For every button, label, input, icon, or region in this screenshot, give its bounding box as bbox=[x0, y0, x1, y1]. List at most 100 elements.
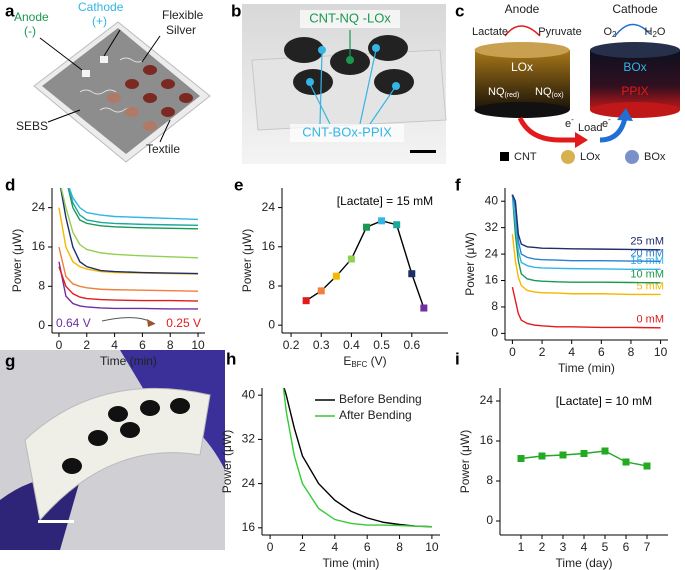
label: H2O bbox=[645, 26, 666, 39]
annotation: [Lactate] = 15 mM bbox=[337, 194, 433, 208]
x-tick-label: 0.6 bbox=[403, 338, 420, 352]
series-label: 10 mM bbox=[630, 269, 664, 281]
pointer-lines bbox=[309, 49, 397, 125]
line bbox=[511, 194, 661, 284]
y-tick-label: 0 bbox=[268, 317, 275, 331]
y-tick-label: 0 bbox=[486, 513, 493, 527]
panel-letter: h bbox=[226, 349, 236, 368]
anode-pad bbox=[82, 70, 90, 77]
pointer-lines bbox=[39, 29, 171, 143]
label: Pyruvate bbox=[538, 26, 581, 38]
label-part: NQ bbox=[488, 86, 505, 98]
x-axis-label: Time (day) bbox=[556, 556, 613, 570]
x-axis-label: Time (min) bbox=[100, 354, 157, 368]
label: SEBS bbox=[16, 119, 48, 133]
dots bbox=[306, 44, 400, 90]
marker bbox=[302, 297, 310, 305]
label: Silver bbox=[166, 23, 196, 37]
line bbox=[58, 246, 199, 292]
electrodes bbox=[62, 398, 190, 474]
label: LOx bbox=[511, 60, 533, 74]
line bbox=[58, 261, 199, 310]
marker bbox=[643, 462, 651, 470]
legend-swatch bbox=[625, 150, 639, 164]
marker bbox=[559, 451, 567, 459]
label: (+) bbox=[92, 14, 107, 28]
cylinder-top bbox=[590, 42, 680, 58]
line bbox=[67, 188, 199, 227]
y-tick-label: 24 bbox=[32, 200, 46, 214]
y-tick-label: 8 bbox=[38, 278, 45, 292]
label-part: E bbox=[343, 354, 351, 368]
x-tick-label: 4 bbox=[581, 540, 588, 554]
x-tick-label: 0 bbox=[509, 345, 516, 359]
x-axis-label: Time (min) bbox=[323, 556, 380, 570]
label: (-) bbox=[24, 24, 36, 38]
label: Lactate bbox=[472, 26, 508, 38]
x-tick-label: 8 bbox=[167, 338, 174, 352]
x-tick-label: 2 bbox=[539, 540, 546, 554]
dot bbox=[346, 56, 354, 64]
label-part: H bbox=[645, 26, 653, 38]
y-axis-label: Power (μW) bbox=[463, 232, 477, 296]
electrodes bbox=[284, 35, 414, 95]
annotation: 0.25 V bbox=[166, 316, 201, 330]
legend-label: BOx bbox=[644, 151, 666, 163]
y-tick-label: 24 bbox=[480, 393, 494, 407]
line bbox=[58, 266, 199, 302]
x-tick-label: 3 bbox=[560, 540, 567, 554]
y-tick-label: 16 bbox=[32, 239, 46, 253]
y-axis-label: Power (μW) bbox=[240, 229, 254, 293]
label-box bbox=[300, 10, 400, 28]
label: Cathode bbox=[78, 0, 124, 14]
label: NQ(ox) bbox=[535, 86, 564, 99]
label-part: O bbox=[603, 26, 612, 38]
panel-a: a Anode (-) Cathode (+) Flexible Silver … bbox=[5, 0, 211, 163]
line bbox=[282, 388, 432, 528]
electron-flow bbox=[517, 116, 575, 143]
label-part: 2 bbox=[652, 30, 657, 39]
electron-flow bbox=[599, 117, 628, 143]
label: e- bbox=[565, 115, 574, 130]
label-part: - bbox=[608, 115, 611, 124]
y-axis-label: Power (μW) bbox=[220, 430, 234, 494]
label-part: NQ bbox=[535, 86, 552, 98]
line bbox=[59, 188, 199, 275]
anode-cylinder bbox=[475, 50, 570, 110]
panel-letter: b bbox=[231, 1, 241, 20]
x-tick-label: 6 bbox=[598, 345, 605, 359]
marker bbox=[393, 221, 401, 229]
x-tick-label: 4 bbox=[568, 345, 575, 359]
panel-b: b CNT-NQ -LOx CNT-BOx-PPIX bbox=[231, 1, 447, 164]
line bbox=[68, 188, 199, 221]
line bbox=[305, 220, 425, 309]
x-tick-label: 5 bbox=[602, 540, 609, 554]
x-tick-label: 0.3 bbox=[313, 338, 330, 352]
annotation-arrow bbox=[101, 317, 156, 325]
x-tick-label: 2 bbox=[299, 540, 306, 554]
x-tick-label: 4 bbox=[111, 338, 118, 352]
label-part: (V) bbox=[367, 354, 386, 368]
marker bbox=[420, 304, 428, 312]
line bbox=[511, 194, 661, 263]
x-tick-label: 10 bbox=[191, 338, 205, 352]
line bbox=[283, 388, 432, 528]
label-part: e bbox=[602, 118, 608, 130]
panel-letter: g bbox=[5, 351, 15, 370]
line bbox=[60, 188, 199, 259]
line bbox=[511, 234, 661, 296]
panel-letter: c bbox=[455, 1, 464, 20]
marker bbox=[408, 270, 416, 278]
x-tick-label: 1 bbox=[518, 540, 525, 554]
marker bbox=[517, 455, 525, 462]
x-tick-label: 0 bbox=[267, 540, 274, 554]
marker bbox=[317, 287, 325, 295]
y-tick-label: 16 bbox=[480, 433, 494, 447]
marker bbox=[538, 452, 546, 460]
x-tick-label: 4 bbox=[331, 540, 338, 554]
panel-letter: f bbox=[455, 175, 461, 194]
x-tick-label: 0.2 bbox=[283, 338, 300, 352]
line bbox=[67, 188, 199, 230]
y-tick-label: 24 bbox=[242, 476, 256, 490]
